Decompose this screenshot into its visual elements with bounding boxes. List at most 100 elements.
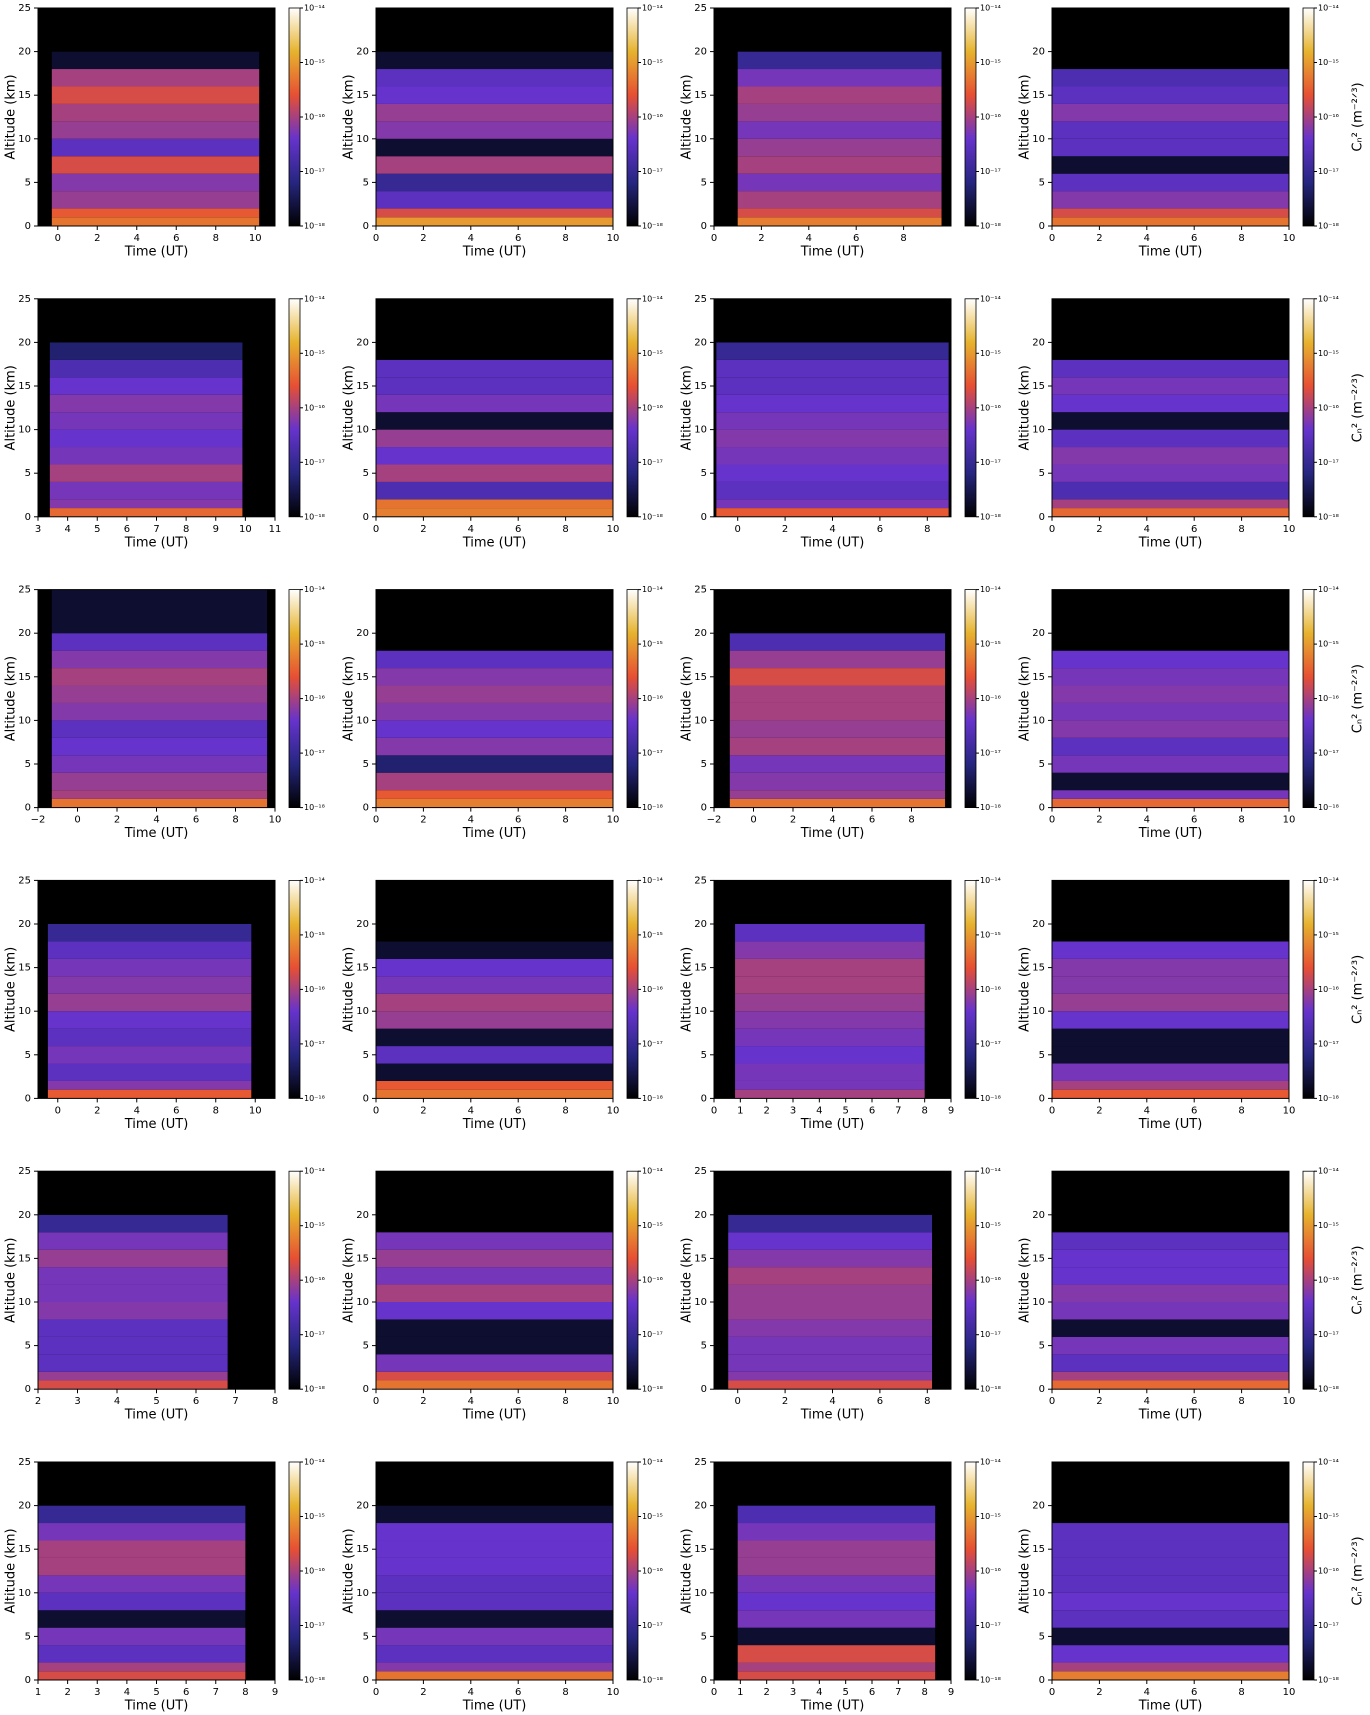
x-axis-label: Time (UT) — [462, 826, 527, 841]
y-tick-label: 20 — [18, 628, 31, 639]
colorbar — [288, 1461, 301, 1681]
x-tick-label: 2 — [420, 1396, 426, 1407]
axes-frame — [375, 1461, 614, 1681]
y-tick-label: 5 — [701, 468, 707, 479]
y-axis-label: Altitude (km) — [342, 1238, 357, 1323]
heatmap-cell — [737, 69, 942, 87]
x-tick-label: 10 — [1283, 1687, 1296, 1698]
heatmap-cell — [737, 1557, 936, 1576]
heatmap-cell — [737, 173, 942, 192]
heatmap-cell — [716, 499, 949, 509]
heatmap-cell — [376, 755, 613, 773]
y-tick-label: 15 — [694, 963, 707, 974]
x-axis-label: Time (UT) — [1138, 1699, 1203, 1714]
heatmap-cell — [1052, 138, 1289, 157]
x-tick-label: 4 — [1144, 1105, 1150, 1116]
y-tick-label: 20 — [18, 1501, 31, 1512]
x-tick-label: 0 — [711, 1687, 717, 1698]
x-axis-label: Time (UT) — [800, 245, 865, 260]
heatmap-cell — [376, 993, 613, 1012]
y-tick-label: 10 — [356, 134, 369, 145]
heatmap-cell — [376, 772, 613, 791]
heatmap-cell — [1052, 156, 1289, 174]
y-axis-label: Altitude (km) — [680, 1528, 695, 1613]
x-tick-label: 2 — [1096, 524, 1102, 535]
heatmap-cell — [1052, 1575, 1289, 1593]
x-tick-label: 8 — [1238, 524, 1244, 535]
colorbar — [626, 1170, 639, 1390]
x-tick-label: 10 — [1283, 815, 1296, 826]
x-tick-label: 5 — [842, 1687, 848, 1698]
x-tick-label: 10 — [1283, 524, 1296, 535]
x-tick-label: 2 — [35, 1396, 41, 1407]
heatmap-cell — [1052, 191, 1289, 209]
y-tick-label: 5 — [1039, 177, 1045, 188]
colorbar — [288, 1170, 301, 1390]
y-tick-label: 10 — [18, 715, 31, 726]
x-tick-label: 0 — [373, 1687, 379, 1698]
y-tick-label: 10 — [356, 1297, 369, 1308]
heatmap-cell — [728, 1171, 933, 1215]
colorbar — [964, 7, 977, 227]
x-tick-label: 6 — [515, 815, 521, 826]
heatmap-cell — [728, 1336, 933, 1355]
colorbar-tick-label: 10⁻¹⁴ — [642, 1458, 663, 1467]
heatmap-cell — [376, 8, 613, 52]
x-tick-label: 6 — [515, 1687, 521, 1698]
heatmap-cell — [47, 924, 252, 942]
heatmap-cell — [49, 359, 243, 378]
x-tick-label: 8 — [1238, 1396, 1244, 1407]
x-tick-label: 0 — [735, 1396, 741, 1407]
x-tick-label: 6 — [515, 1396, 521, 1407]
colorbar-tick-label: 10⁻¹⁷ — [1318, 749, 1339, 758]
heatmap-cell — [376, 1232, 613, 1250]
heatmap-cell — [51, 217, 260, 226]
y-tick-label: 15 — [1032, 1253, 1045, 1264]
heatmap-cell — [51, 790, 268, 799]
heatmap-cell — [376, 650, 613, 669]
x-tick-label: 6 — [1191, 1396, 1197, 1407]
x-tick-label: 2 — [420, 524, 426, 535]
heatmap-cell — [376, 941, 613, 959]
y-tick-label: 10 — [1032, 425, 1045, 436]
heatmap-cell — [49, 298, 243, 343]
colorbar — [964, 1170, 977, 1390]
colorbar-tick-label: 10⁻¹⁷ — [980, 1039, 1001, 1048]
heatmap-cell — [737, 138, 942, 157]
x-axis-label: Time (UT) — [800, 1408, 865, 1423]
y-tick-label: 5 — [1039, 759, 1045, 770]
heatmap-cell — [737, 217, 942, 226]
x-axis-label: Time (UT) — [800, 826, 865, 841]
axes-frame — [375, 589, 614, 809]
heatmap-cell — [737, 121, 942, 139]
heatmap-cell — [376, 880, 613, 924]
heatmap-cell — [376, 412, 613, 430]
colorbar-tick-label: 10⁻¹⁵ — [642, 930, 663, 939]
colorbar-tick-label: 10⁻¹⁵ — [642, 58, 663, 67]
y-tick-label: 20 — [1032, 919, 1045, 930]
x-tick-label: 10 — [607, 815, 620, 826]
y-tick-label: 0 — [701, 512, 707, 523]
heatmap-cell — [728, 1380, 933, 1390]
axes-frame — [375, 879, 614, 1099]
heatmap-cell — [737, 1540, 936, 1558]
axes-frame — [1051, 1170, 1290, 1390]
x-tick-label: 5 — [94, 524, 100, 535]
colorbar-label: Cₙ² (m⁻²ᐟ³) — [1351, 1536, 1366, 1605]
heatmap-cell — [376, 69, 613, 87]
y-tick-label: 15 — [18, 672, 31, 683]
y-axis-label: Altitude (km) — [680, 74, 695, 159]
x-tick-label: 3 — [790, 1687, 796, 1698]
y-tick-label: 5 — [701, 177, 707, 188]
x-axis-label: Time (UT) — [1138, 826, 1203, 841]
heatmap-cell — [1052, 1063, 1289, 1081]
heatmap-cell — [1052, 1319, 1289, 1337]
y-tick-label: 20 — [18, 1210, 31, 1221]
heatmap-cell — [1052, 1336, 1289, 1355]
heatmap-cell — [376, 208, 613, 218]
axes-frame — [1051, 298, 1290, 518]
heatmap-cell — [38, 1575, 246, 1593]
heatmap-cell — [716, 342, 949, 360]
y-tick-label: 15 — [356, 90, 369, 101]
heatmap-cell — [38, 1336, 228, 1355]
